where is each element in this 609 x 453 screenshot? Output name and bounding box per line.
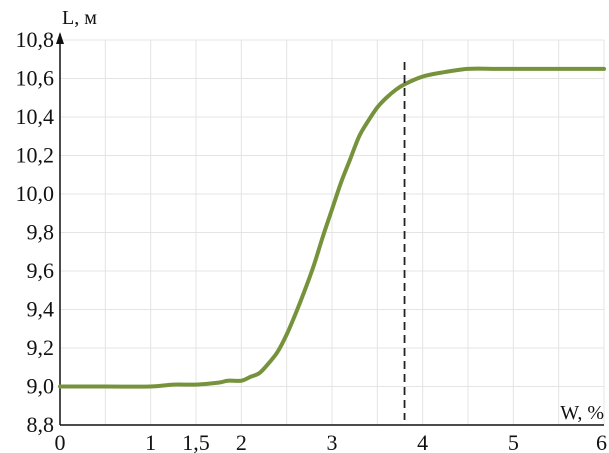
x-tick-label: 1 <box>145 430 156 453</box>
y-tick-label: 8,8 <box>27 412 55 437</box>
y-tick-label: 9,6 <box>27 258 55 283</box>
x-axis-title: W, % <box>560 402 604 424</box>
y-axis-title: L, м <box>62 7 97 29</box>
x-tick-label: 0 <box>55 430 66 453</box>
x-tick-label: 6 <box>596 430 607 453</box>
axes <box>56 32 604 426</box>
y-tick-label: 10,6 <box>16 66 55 91</box>
y-tick-label: 10,2 <box>16 143 55 168</box>
tick-labels: 8,8 9,0 9,2 9,4 9,6 9,8 10,0 10,2 10,4 10,6 10,8 0 1… <box>16 27 608 453</box>
y-axis-arrow <box>56 32 64 44</box>
series-line-0 <box>58 66 606 389</box>
y-tick-label: 10,0 <box>16 181 55 206</box>
x-tick-label: 2 <box>236 430 247 453</box>
y-tick-label: 10,8 <box>16 27 55 52</box>
y-tick-label: 9,4 <box>27 297 55 322</box>
x-tick-label: 4 <box>417 430 428 453</box>
series-group <box>58 66 606 389</box>
y-tick-label: 9,8 <box>27 220 55 245</box>
x-tick-label: 3 <box>327 430 338 453</box>
y-tick-label: 9,2 <box>27 335 55 360</box>
y-tick-label: 10,4 <box>16 104 55 129</box>
grid <box>59 39 605 426</box>
y-tick-label: 9,0 <box>27 374 55 399</box>
x-tick-label: 1,5 <box>182 430 210 453</box>
x-tick-label: 5 <box>508 430 519 453</box>
